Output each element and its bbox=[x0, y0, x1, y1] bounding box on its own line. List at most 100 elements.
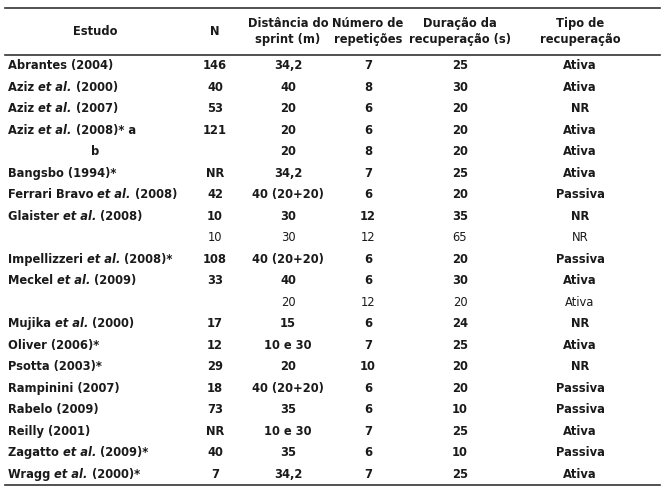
Text: 20: 20 bbox=[280, 145, 296, 158]
Text: 108: 108 bbox=[203, 253, 227, 266]
Text: (2008): (2008) bbox=[131, 188, 177, 201]
Text: 7: 7 bbox=[364, 468, 372, 481]
Text: NR: NR bbox=[571, 360, 589, 373]
Text: 35: 35 bbox=[280, 446, 296, 459]
Text: 6: 6 bbox=[364, 253, 372, 266]
Text: et al.: et al. bbox=[38, 81, 72, 94]
Text: 40: 40 bbox=[207, 81, 223, 94]
Text: 20: 20 bbox=[452, 102, 468, 115]
Text: et al.: et al. bbox=[38, 124, 72, 137]
Text: Tipo de
recuperação: Tipo de recuperação bbox=[539, 17, 620, 46]
Text: 65: 65 bbox=[453, 231, 467, 244]
Text: Ativa: Ativa bbox=[565, 296, 595, 309]
Text: Passiva: Passiva bbox=[556, 253, 605, 266]
Text: Wragg: Wragg bbox=[8, 468, 54, 481]
Text: Ativa: Ativa bbox=[563, 124, 597, 137]
Text: 25: 25 bbox=[452, 339, 468, 352]
Text: 10 e 30: 10 e 30 bbox=[264, 425, 312, 438]
Text: et al.: et al. bbox=[87, 253, 120, 266]
Text: 10: 10 bbox=[208, 231, 222, 244]
Text: 40: 40 bbox=[280, 274, 296, 287]
Text: (2000): (2000) bbox=[89, 317, 134, 330]
Text: 30: 30 bbox=[280, 231, 295, 244]
Text: 10: 10 bbox=[360, 360, 376, 373]
Text: 8: 8 bbox=[364, 145, 372, 158]
Text: 53: 53 bbox=[207, 102, 223, 115]
Text: 17: 17 bbox=[207, 317, 223, 330]
Text: 146: 146 bbox=[203, 59, 227, 72]
Text: 6: 6 bbox=[364, 102, 372, 115]
Text: NR: NR bbox=[571, 102, 589, 115]
Text: Ativa: Ativa bbox=[563, 425, 597, 438]
Text: 29: 29 bbox=[207, 360, 223, 373]
Text: 6: 6 bbox=[364, 446, 372, 459]
Text: Glaister: Glaister bbox=[8, 210, 63, 223]
Text: 10: 10 bbox=[207, 210, 223, 223]
Text: 6: 6 bbox=[364, 124, 372, 137]
Text: NR: NR bbox=[571, 317, 589, 330]
Text: Ativa: Ativa bbox=[563, 468, 597, 481]
Text: et al.: et al. bbox=[38, 102, 72, 115]
Text: 30: 30 bbox=[280, 210, 296, 223]
Text: Mujika: Mujika bbox=[8, 317, 55, 330]
Text: Ferrari Bravo: Ferrari Bravo bbox=[8, 188, 97, 201]
Text: 12: 12 bbox=[361, 296, 375, 309]
Text: 6: 6 bbox=[364, 188, 372, 201]
Text: 12: 12 bbox=[361, 231, 375, 244]
Text: N: N bbox=[210, 25, 219, 38]
Text: 20: 20 bbox=[452, 124, 468, 137]
Text: Rabelo (2009): Rabelo (2009) bbox=[8, 403, 99, 416]
Text: 6: 6 bbox=[364, 274, 372, 287]
Text: (2009): (2009) bbox=[91, 274, 137, 287]
Text: Ativa: Ativa bbox=[563, 59, 597, 72]
Text: 34,2: 34,2 bbox=[274, 167, 302, 180]
Text: Duração da
recuperação (s): Duração da recuperação (s) bbox=[409, 17, 511, 46]
Text: et al.: et al. bbox=[63, 446, 96, 459]
Text: Aziz: Aziz bbox=[8, 124, 38, 137]
Text: 20: 20 bbox=[280, 102, 296, 115]
Text: Impellizzeri: Impellizzeri bbox=[8, 253, 87, 266]
Text: 30: 30 bbox=[452, 274, 468, 287]
Text: Oliver (2006)*: Oliver (2006)* bbox=[8, 339, 99, 352]
Text: et al.: et al. bbox=[57, 274, 91, 287]
Text: NR: NR bbox=[571, 210, 589, 223]
Text: 6: 6 bbox=[364, 317, 372, 330]
Text: (2008)* a: (2008)* a bbox=[72, 124, 136, 137]
Text: 15: 15 bbox=[280, 317, 296, 330]
Text: Aziz: Aziz bbox=[8, 81, 38, 94]
Text: (2000): (2000) bbox=[72, 81, 117, 94]
Text: 40 (20+20): 40 (20+20) bbox=[252, 382, 324, 395]
Text: 7: 7 bbox=[364, 167, 372, 180]
Text: 35: 35 bbox=[280, 403, 296, 416]
Text: 8: 8 bbox=[364, 81, 372, 94]
Text: Passiva: Passiva bbox=[556, 403, 605, 416]
Text: (2008)*: (2008)* bbox=[120, 253, 172, 266]
Text: 18: 18 bbox=[207, 382, 223, 395]
Text: 73: 73 bbox=[207, 403, 223, 416]
Text: 121: 121 bbox=[203, 124, 227, 137]
Text: Psotta (2003)*: Psotta (2003)* bbox=[8, 360, 102, 373]
Text: et al.: et al. bbox=[97, 188, 131, 201]
Text: 20: 20 bbox=[452, 360, 468, 373]
Text: NR: NR bbox=[206, 167, 224, 180]
Text: 12: 12 bbox=[360, 210, 376, 223]
Text: et al.: et al. bbox=[54, 468, 88, 481]
Text: Passiva: Passiva bbox=[556, 188, 605, 201]
Text: Aziz: Aziz bbox=[8, 102, 38, 115]
Text: Distância do
sprint (m): Distância do sprint (m) bbox=[248, 17, 328, 46]
Text: 20: 20 bbox=[452, 188, 468, 201]
Text: 42: 42 bbox=[207, 188, 223, 201]
Text: 40: 40 bbox=[207, 446, 223, 459]
Text: 20: 20 bbox=[453, 296, 467, 309]
Text: Ativa: Ativa bbox=[563, 274, 597, 287]
Text: 25: 25 bbox=[452, 425, 468, 438]
Text: Ativa: Ativa bbox=[563, 339, 597, 352]
Text: 25: 25 bbox=[452, 468, 468, 481]
Text: 12: 12 bbox=[207, 339, 223, 352]
Text: 40 (20+20): 40 (20+20) bbox=[252, 253, 324, 266]
Text: 20: 20 bbox=[280, 296, 295, 309]
Text: (2007): (2007) bbox=[72, 102, 117, 115]
Text: (2000)*: (2000)* bbox=[88, 468, 140, 481]
Text: Reilly (2001): Reilly (2001) bbox=[8, 425, 91, 438]
Text: 20: 20 bbox=[280, 124, 296, 137]
